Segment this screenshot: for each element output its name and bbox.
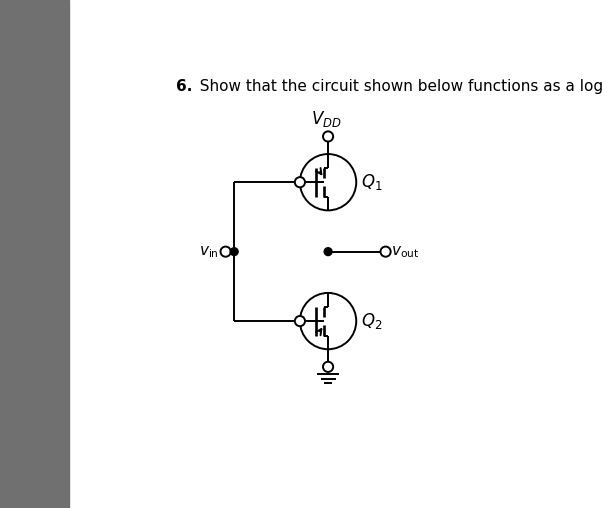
Circle shape <box>220 246 231 257</box>
Circle shape <box>324 248 332 256</box>
Circle shape <box>300 293 356 349</box>
Text: $V_{DD}$: $V_{DD}$ <box>311 109 341 130</box>
Circle shape <box>295 316 305 326</box>
Text: 6.: 6. <box>176 79 193 93</box>
Text: $v_{\mathrm{in}}$: $v_{\mathrm{in}}$ <box>199 244 219 260</box>
Text: Show that the circuit shown below functions as a logic inverter.: Show that the circuit shown below functi… <box>190 79 602 93</box>
Circle shape <box>295 177 305 187</box>
Circle shape <box>231 248 238 256</box>
Circle shape <box>323 362 333 372</box>
Text: $Q_2$: $Q_2$ <box>361 311 382 331</box>
Text: $Q_1$: $Q_1$ <box>361 172 382 192</box>
Circle shape <box>323 132 333 142</box>
Text: $v_{\mathrm{out}}$: $v_{\mathrm{out}}$ <box>391 244 420 260</box>
Circle shape <box>380 246 391 257</box>
Circle shape <box>300 154 356 210</box>
